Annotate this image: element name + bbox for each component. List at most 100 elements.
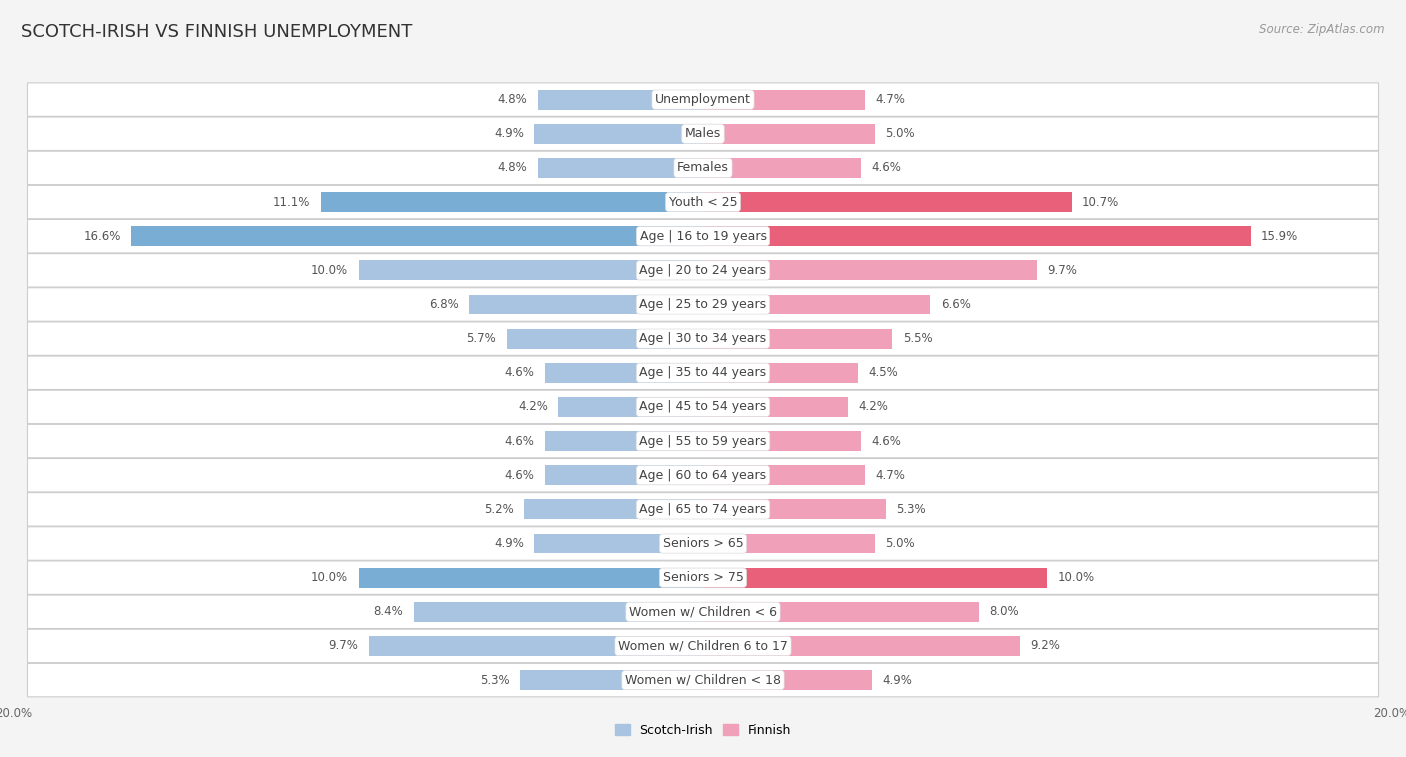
Text: Males: Males — [685, 127, 721, 140]
Bar — [703, 226, 1251, 246]
Text: 6.6%: 6.6% — [941, 298, 970, 311]
FancyBboxPatch shape — [28, 663, 1378, 697]
Text: 6.8%: 6.8% — [429, 298, 458, 311]
Bar — [520, 670, 703, 690]
Text: 4.2%: 4.2% — [519, 400, 548, 413]
Bar — [413, 602, 703, 621]
Bar — [534, 534, 703, 553]
Text: 4.7%: 4.7% — [875, 93, 905, 106]
Text: 4.6%: 4.6% — [505, 366, 534, 379]
Text: 10.0%: 10.0% — [311, 572, 349, 584]
FancyBboxPatch shape — [28, 83, 1378, 117]
Bar — [544, 431, 703, 451]
Text: Source: ZipAtlas.com: Source: ZipAtlas.com — [1260, 23, 1385, 36]
Text: 10.0%: 10.0% — [1057, 572, 1095, 584]
Bar — [524, 500, 703, 519]
FancyBboxPatch shape — [28, 390, 1378, 424]
Bar — [703, 294, 931, 314]
Text: Women w/ Children < 6: Women w/ Children < 6 — [628, 606, 778, 618]
Bar — [703, 89, 865, 110]
Text: Age | 20 to 24 years: Age | 20 to 24 years — [640, 264, 766, 277]
Bar — [703, 568, 1047, 587]
FancyBboxPatch shape — [28, 288, 1378, 321]
Text: Women w/ Children 6 to 17: Women w/ Children 6 to 17 — [619, 640, 787, 653]
FancyBboxPatch shape — [28, 527, 1378, 560]
Bar — [537, 89, 703, 110]
Text: 5.7%: 5.7% — [467, 332, 496, 345]
Text: 10.0%: 10.0% — [311, 264, 349, 277]
Bar — [506, 329, 703, 348]
Bar — [703, 466, 865, 485]
Text: 4.8%: 4.8% — [498, 93, 527, 106]
Bar — [703, 397, 848, 417]
Text: 4.7%: 4.7% — [875, 469, 905, 481]
FancyBboxPatch shape — [28, 220, 1378, 253]
Text: 4.8%: 4.8% — [498, 161, 527, 174]
FancyBboxPatch shape — [28, 425, 1378, 458]
Bar — [537, 158, 703, 178]
FancyBboxPatch shape — [28, 629, 1378, 662]
Text: 8.4%: 8.4% — [374, 606, 404, 618]
Text: Age | 60 to 64 years: Age | 60 to 64 years — [640, 469, 766, 481]
Text: 5.3%: 5.3% — [481, 674, 510, 687]
Bar — [703, 670, 872, 690]
Text: 4.9%: 4.9% — [494, 537, 524, 550]
FancyBboxPatch shape — [28, 356, 1378, 390]
FancyBboxPatch shape — [28, 185, 1378, 219]
Text: Youth < 25: Youth < 25 — [669, 195, 737, 208]
FancyBboxPatch shape — [28, 493, 1378, 526]
Text: 9.2%: 9.2% — [1031, 640, 1060, 653]
Text: 4.2%: 4.2% — [858, 400, 887, 413]
Text: Age | 65 to 74 years: Age | 65 to 74 years — [640, 503, 766, 516]
Bar — [703, 158, 862, 178]
FancyBboxPatch shape — [28, 561, 1378, 594]
Bar — [703, 260, 1038, 280]
Text: 5.3%: 5.3% — [896, 503, 925, 516]
Bar — [544, 363, 703, 383]
Text: Age | 30 to 34 years: Age | 30 to 34 years — [640, 332, 766, 345]
Bar — [321, 192, 703, 212]
Text: 16.6%: 16.6% — [83, 229, 121, 243]
Text: Females: Females — [678, 161, 728, 174]
Text: 5.2%: 5.2% — [484, 503, 513, 516]
Text: 4.6%: 4.6% — [872, 161, 901, 174]
Bar — [703, 534, 875, 553]
Text: 5.5%: 5.5% — [903, 332, 932, 345]
Text: Seniors > 65: Seniors > 65 — [662, 537, 744, 550]
Bar — [703, 329, 893, 348]
Bar — [544, 466, 703, 485]
Bar — [703, 431, 862, 451]
Text: SCOTCH-IRISH VS FINNISH UNEMPLOYMENT: SCOTCH-IRISH VS FINNISH UNEMPLOYMENT — [21, 23, 412, 41]
Bar — [534, 124, 703, 144]
Bar — [368, 636, 703, 656]
Text: 11.1%: 11.1% — [273, 195, 311, 208]
FancyBboxPatch shape — [28, 151, 1378, 185]
Text: 10.7%: 10.7% — [1083, 195, 1119, 208]
FancyBboxPatch shape — [28, 595, 1378, 628]
Text: 5.0%: 5.0% — [886, 537, 915, 550]
Text: Seniors > 75: Seniors > 75 — [662, 572, 744, 584]
Text: Age | 45 to 54 years: Age | 45 to 54 years — [640, 400, 766, 413]
Text: 4.6%: 4.6% — [505, 469, 534, 481]
Text: Age | 55 to 59 years: Age | 55 to 59 years — [640, 435, 766, 447]
Text: 4.5%: 4.5% — [869, 366, 898, 379]
Bar — [131, 226, 703, 246]
Bar — [703, 500, 886, 519]
Bar — [359, 260, 703, 280]
FancyBboxPatch shape — [28, 322, 1378, 355]
Bar — [703, 192, 1071, 212]
Legend: Scotch-Irish, Finnish: Scotch-Irish, Finnish — [610, 718, 796, 742]
Bar — [703, 124, 875, 144]
Bar — [703, 602, 979, 621]
Bar — [703, 636, 1019, 656]
Bar — [703, 363, 858, 383]
Text: Unemployment: Unemployment — [655, 93, 751, 106]
FancyBboxPatch shape — [28, 254, 1378, 287]
Text: 4.9%: 4.9% — [882, 674, 912, 687]
Bar — [359, 568, 703, 587]
Text: Age | 35 to 44 years: Age | 35 to 44 years — [640, 366, 766, 379]
FancyBboxPatch shape — [28, 459, 1378, 492]
Bar — [558, 397, 703, 417]
Text: 8.0%: 8.0% — [988, 606, 1018, 618]
Text: 9.7%: 9.7% — [329, 640, 359, 653]
